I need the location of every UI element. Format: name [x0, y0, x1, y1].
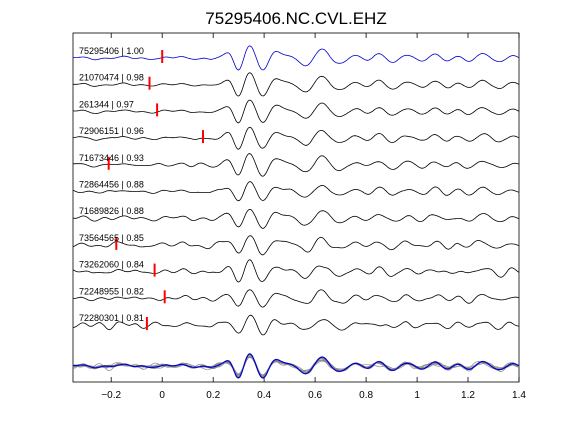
waveform-trace-71689826 [72, 208, 520, 229]
waveform-trace-72906151 [72, 126, 520, 150]
trace-label-71689826: 71689826 | 0.88 [79, 206, 144, 216]
waveform-trace-73564565 [72, 235, 520, 256]
trace-label-72864456: 72864456 | 0.88 [79, 180, 144, 190]
x-tick-label: 0 [159, 390, 165, 401]
waveform-trace-72864456 [72, 181, 520, 202]
trace-label-71673446: 71673446 | 0.93 [79, 153, 144, 163]
x-tick-label: 0.8 [359, 390, 373, 401]
x-tick-label: 0.2 [206, 390, 220, 401]
trace-label-75295406: 75295406 | 1.00 [79, 46, 144, 56]
trace-label-261344: 261344 | 0.97 [79, 99, 134, 109]
x-tick-label: 0.6 [308, 390, 322, 401]
trace-label-73262060: 73262060 | 0.84 [79, 260, 144, 270]
stack-trace-72248955 [72, 357, 520, 376]
waveform-trace-261344 [72, 99, 520, 124]
trace-labels: 75295406 | 1.00 21070474 | 0.98 261344 | 0… [79, 46, 144, 323]
trace-label-72906151: 72906151 | 0.96 [79, 126, 144, 136]
pick-markers [107, 50, 204, 330]
x-tick-label: −0.2 [101, 390, 121, 401]
x-tick-label: 1 [414, 390, 420, 401]
waveform-trace-71673446 [73, 153, 520, 177]
waveform-trace-21070474 [72, 72, 520, 97]
trace-label-73564565: 73564565 | 0.85 [79, 233, 144, 243]
waveform-trace-75295406 [72, 45, 520, 71]
x-axis-ticks: −0.2 0 0.2 0.4 0.6 0.8 1 1.2 1.4 [101, 33, 526, 401]
trace-label-72280301: 72280301 | 0.81 [79, 313, 144, 323]
trace-label-72248955: 72248955 | 0.82 [79, 286, 144, 296]
chart-title: 75295406.NC.CVL.EHZ [205, 9, 386, 28]
x-tick-label: 1.4 [512, 390, 526, 401]
waveform-trace-72248955 [72, 289, 520, 308]
axes-frame [72, 32, 520, 383]
stacked-waveforms [72, 353, 520, 379]
trace-label-21070474: 21070474 | 0.98 [79, 73, 144, 83]
stack-reference-trace [72, 353, 520, 379]
x-tick-label: 1.2 [461, 390, 475, 401]
x-tick-label: 0.4 [257, 390, 271, 401]
traces-layer [72, 45, 520, 336]
waveform-trace-73262060 [72, 259, 520, 283]
